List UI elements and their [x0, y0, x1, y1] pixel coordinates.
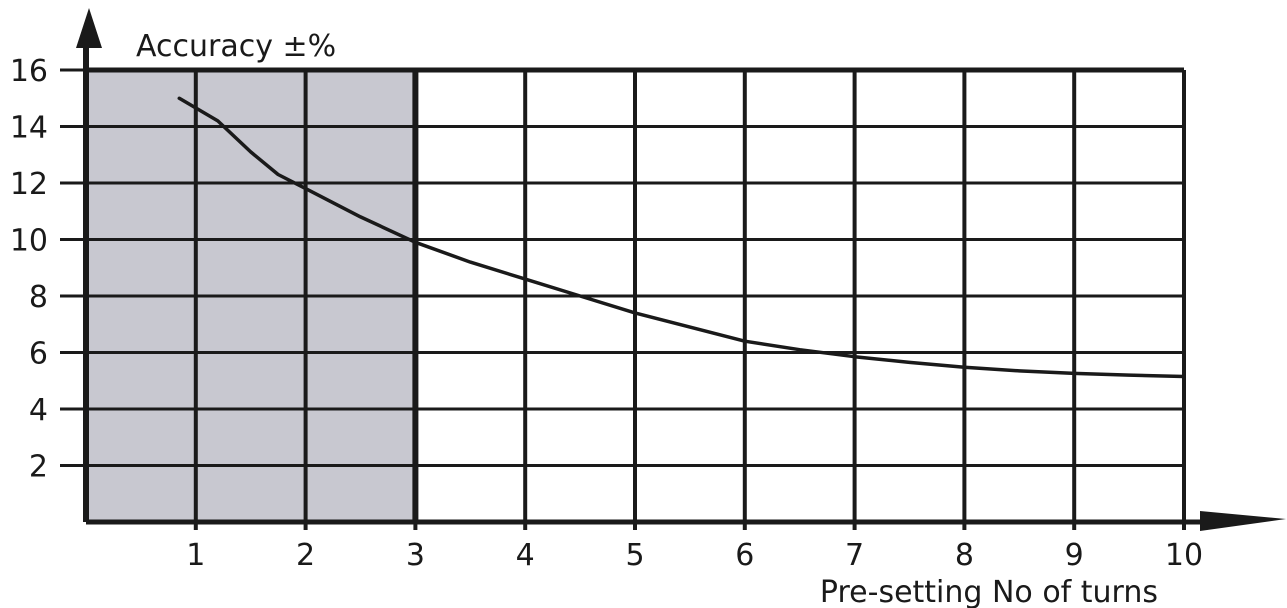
y-tick-label: 10: [10, 224, 48, 259]
x-axis-title: Pre-setting No of turns: [820, 575, 1158, 608]
y-tick-label: 12: [10, 167, 48, 202]
y-tick-label: 4: [29, 393, 48, 428]
y-tick-label: 14: [10, 111, 48, 146]
x-axis-arrow-icon: [1200, 511, 1286, 531]
y-tick-label: 2: [29, 450, 48, 485]
data-series-line: [177, 96, 1186, 379]
x-tick-label: 9: [1065, 538, 1084, 573]
x-tick-label: 7: [845, 538, 864, 573]
y-tick-label: 6: [29, 337, 48, 372]
y-tick-label: 16: [10, 54, 48, 89]
x-tick-label: 2: [296, 538, 315, 573]
x-tick-label: 3: [406, 538, 425, 573]
y-axis-title: Accuracy ±%: [136, 29, 336, 64]
y-tick-label: 8: [29, 280, 48, 315]
y-axis-arrow-icon: [76, 8, 102, 48]
x-tick-label: 4: [516, 538, 535, 573]
x-tick-label: 1: [186, 538, 205, 573]
x-tick-label: 10: [1165, 538, 1203, 573]
x-tick-label: 8: [955, 538, 974, 573]
x-tick-label: 5: [625, 538, 644, 573]
x-tick-label: 6: [735, 538, 754, 573]
